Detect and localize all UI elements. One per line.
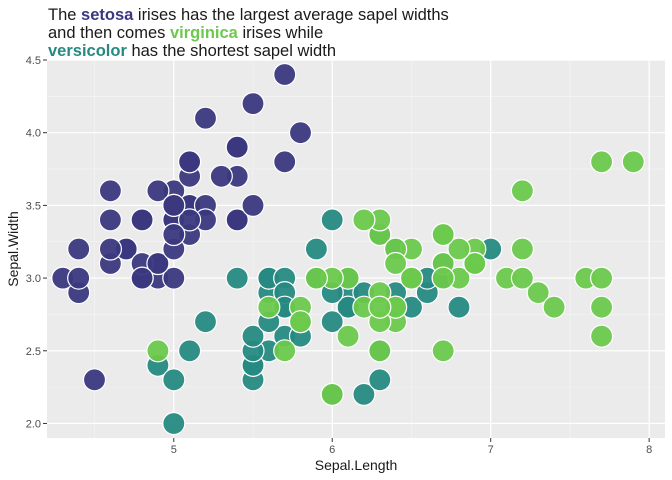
title-text: The (48, 6, 82, 24)
y-tick-label: 2.0 (26, 418, 41, 430)
point-setosa (178, 150, 202, 174)
point-virginica (589, 324, 614, 348)
point-setosa (241, 91, 265, 116)
point-setosa (225, 208, 249, 232)
point-setosa (193, 106, 218, 130)
point-virginica (146, 339, 170, 363)
point-virginica (589, 266, 614, 290)
point-virginica (526, 281, 550, 305)
point-virginica (320, 382, 344, 406)
point-setosa (98, 208, 123, 232)
y-tick-label: 2.5 (26, 346, 41, 358)
point-setosa (209, 164, 233, 188)
x-axis-title: Sepal.Length (315, 457, 398, 473)
point-setosa (225, 135, 249, 159)
point-setosa (67, 237, 91, 261)
y-tick-label: 4.5 (26, 55, 41, 67)
x-tick-label: 6 (329, 444, 335, 456)
plot-panel (47, 60, 665, 438)
point-setosa (98, 237, 123, 261)
point-versicolor (320, 310, 344, 334)
point-setosa (162, 266, 186, 290)
point-virginica (288, 310, 313, 334)
title-line-1: The setosa irises has the largest averag… (48, 6, 449, 24)
point-versicolor (162, 411, 186, 436)
point-setosa (288, 121, 313, 145)
point-virginica (384, 251, 408, 276)
title-text: irises has the largest average sapel wid… (133, 6, 449, 24)
point-virginica (431, 266, 455, 290)
point-versicolor (368, 368, 392, 392)
point-virginica (510, 179, 535, 203)
point-versicolor (241, 324, 265, 348)
point-virginica (368, 339, 392, 363)
x-tick-label: 8 (646, 444, 652, 456)
title-highlight-setosa: setosa (81, 6, 134, 24)
point-virginica (304, 266, 328, 290)
point-virginica (589, 295, 614, 319)
point-virginica (273, 339, 297, 363)
y-axis-ticks: 2.0 2.5 3.0 3.5 4.0 4.5 (26, 55, 47, 430)
point-setosa (130, 208, 154, 232)
point-setosa (162, 222, 186, 247)
title-highlight-versicolor: versicolor (48, 42, 127, 60)
point-setosa (130, 266, 154, 290)
point-virginica (621, 150, 645, 174)
x-tick-label: 5 (171, 444, 177, 456)
point-virginica (463, 251, 487, 276)
data-points (51, 62, 645, 436)
point-virginica (352, 208, 376, 232)
title-text: has the shortest sapel width (126, 42, 336, 60)
point-versicolor (225, 266, 249, 290)
point-setosa (273, 150, 297, 174)
point-virginica (399, 266, 424, 290)
point-setosa (273, 62, 297, 87)
y-axis-title: Sepal.Width (5, 211, 21, 286)
point-setosa (178, 208, 202, 232)
point-virginica (510, 237, 535, 261)
title-highlight-virginica: virginica (170, 24, 238, 42)
y-tick-label: 3.0 (26, 273, 41, 285)
point-setosa (98, 179, 123, 203)
y-tick-label: 3.5 (26, 200, 41, 212)
point-setosa (162, 193, 186, 217)
point-setosa (82, 368, 107, 392)
point-virginica (542, 295, 566, 319)
point-virginica (447, 237, 471, 261)
point-versicolor (178, 339, 202, 363)
point-virginica (431, 339, 455, 363)
point-setosa (67, 266, 91, 290)
title-text: and then comes (48, 24, 170, 42)
point-virginica (257, 295, 281, 319)
title-line-3: versicolor has the shortest sapel width (48, 42, 449, 60)
point-virginica (431, 222, 455, 247)
point-virginica (368, 295, 392, 319)
point-virginica (336, 324, 360, 348)
title-line-2: and then comes virginica irises while (48, 24, 449, 42)
y-tick-label: 4.0 (26, 128, 41, 140)
title-text: irises while (237, 24, 324, 42)
point-setosa (146, 251, 170, 276)
chart-title: The setosa irises has the largest averag… (48, 6, 449, 60)
point-virginica (510, 266, 535, 290)
point-versicolor (352, 382, 376, 406)
point-virginica (589, 150, 614, 174)
x-tick-label: 7 (488, 444, 494, 456)
minor-gridlines (47, 60, 665, 438)
point-setosa (146, 179, 170, 203)
point-versicolor (304, 237, 328, 261)
point-versicolor (320, 208, 344, 232)
point-setosa (241, 193, 265, 217)
point-versicolor (162, 368, 186, 392)
point-versicolor (193, 310, 218, 334)
point-versicolor (447, 295, 471, 319)
x-axis-ticks: 5 6 7 8 (171, 438, 652, 456)
